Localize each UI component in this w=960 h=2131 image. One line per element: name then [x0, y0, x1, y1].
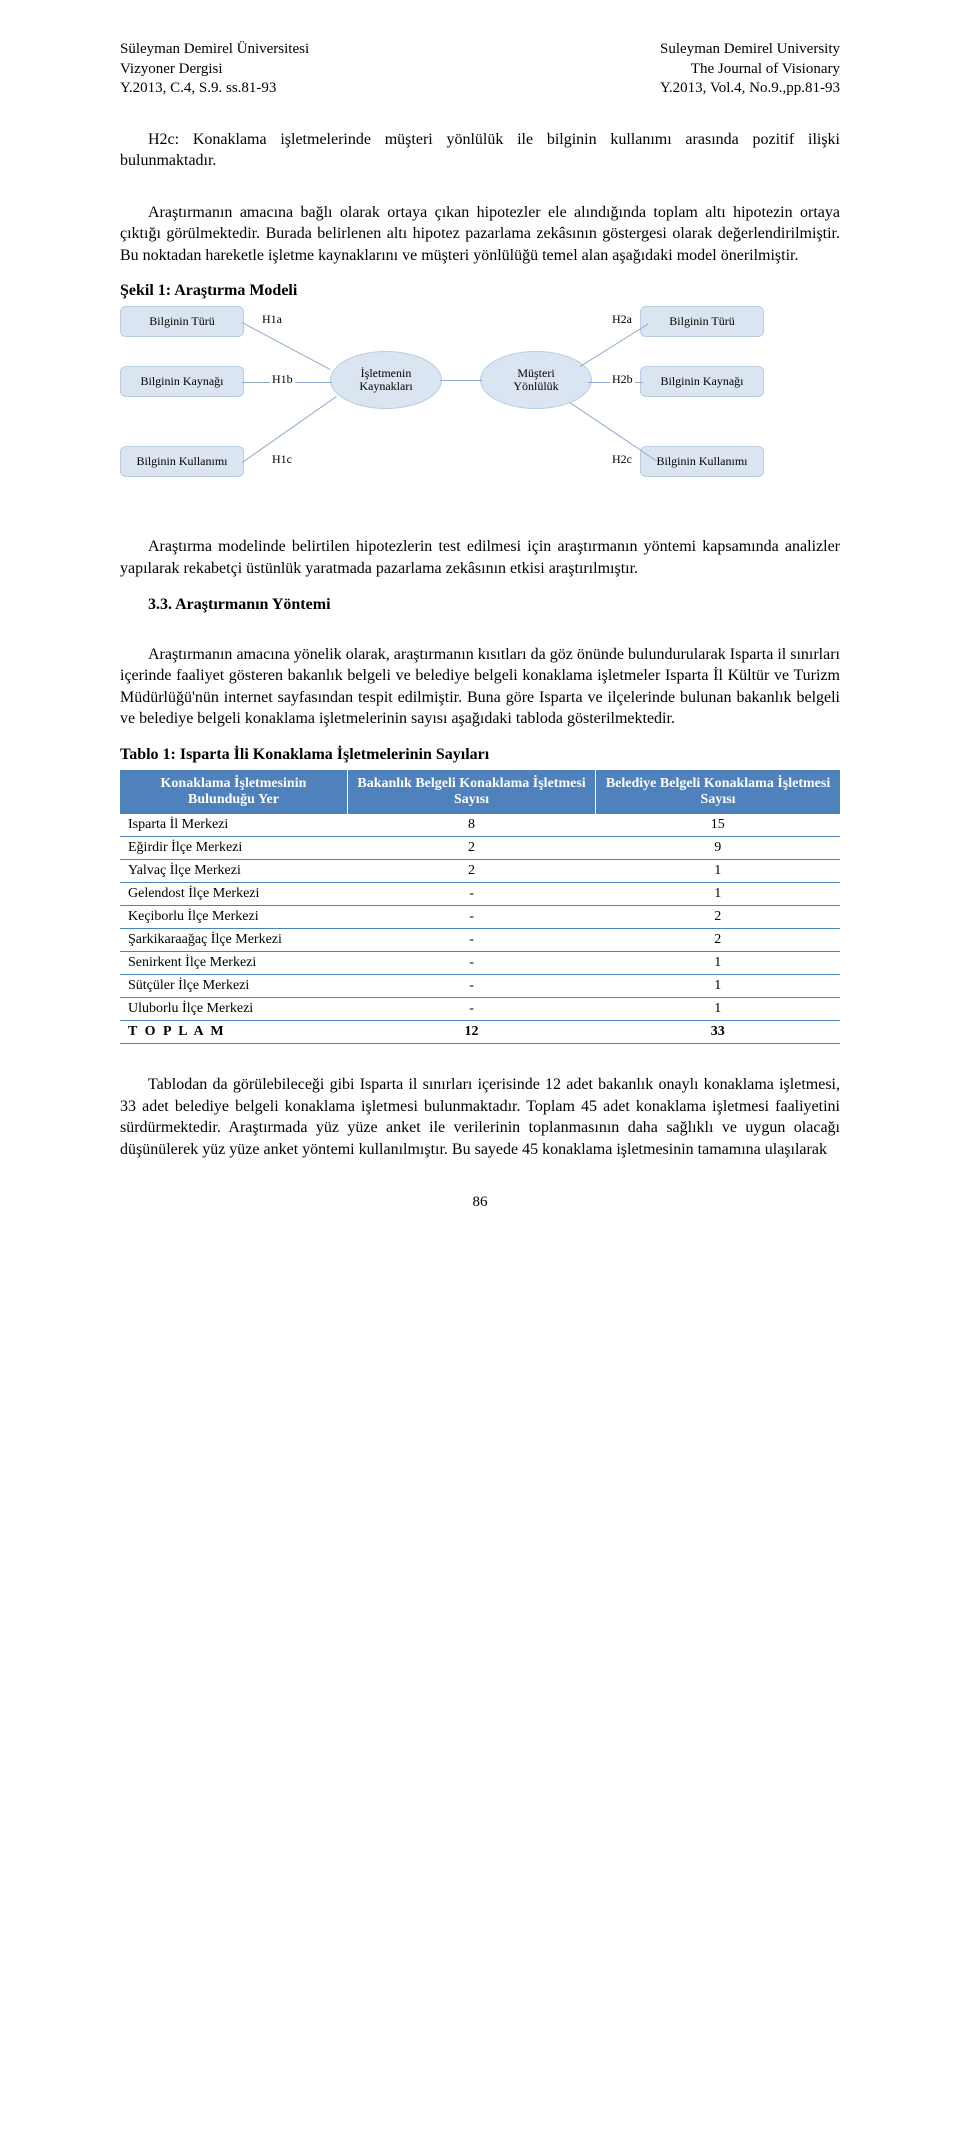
node-bilginin-turu-right: Bilginin Türü [640, 306, 764, 337]
table-row: Gelendost İlçe Merkezi-1 [120, 883, 840, 906]
cell-bakanlik: - [347, 906, 595, 929]
node-musteri-yonluluk: MüşteriYönlülük [480, 351, 592, 409]
header-left-line1: Süleyman Demirel Üniversitesi [120, 40, 466, 60]
cell-total-belediye: 33 [596, 1021, 840, 1044]
table-row: Şarkikaraağaç İlçe Merkezi-2 [120, 929, 840, 952]
table-title: Tablo 1: Isparta İli Konaklama İşletmele… [120, 746, 840, 764]
node-bilginin-kaynagi-right: Bilginin Kaynağı [640, 366, 764, 397]
cell-belediye: 1 [596, 883, 840, 906]
paragraph-tablodan: Tablodan da görülebileceği gibi Isparta … [120, 1074, 840, 1160]
label-h2b: H2b [610, 372, 635, 387]
paragraph-model-test: Araştırma modelinde belirtilen hipotezle… [120, 536, 840, 579]
node-bilginin-kaynagi-left: Bilginin Kaynağı [120, 366, 244, 397]
cell-location: Uluborlu İlçe Merkezi [120, 998, 347, 1021]
cell-location: Şarkikaraağaç İlçe Merkezi [120, 929, 347, 952]
cell-bakanlik: - [347, 998, 595, 1021]
label-h2c: H2c [610, 452, 634, 467]
header-left: Süleyman Demirel Üniversitesi Vizyoner D… [120, 40, 466, 99]
node-bilginin-kullanimi-right: Bilginin Kullanımı [640, 446, 764, 477]
edge-center [440, 380, 482, 381]
node-bilginin-kullanimi-left: Bilginin Kullanımı [120, 446, 244, 477]
figure-title: Şekil 1: Araştırma Modeli [120, 282, 840, 300]
cell-total-label: T O P L A M [120, 1021, 347, 1044]
cell-bakanlik: - [347, 952, 595, 975]
cell-bakanlik: 2 [347, 860, 595, 883]
edge-h2a [580, 324, 648, 367]
label-h1b: H1b [270, 372, 295, 387]
cell-location: Isparta İl Merkezi [120, 814, 347, 837]
header-right-line1: Suleyman Demirel University [494, 40, 840, 60]
table-row: Yalvaç İlçe Merkezi21 [120, 860, 840, 883]
cell-belediye: 1 [596, 975, 840, 998]
cell-belediye: 1 [596, 952, 840, 975]
cell-belediye: 1 [596, 860, 840, 883]
table-row: Sütçüler İlçe Merkezi-1 [120, 975, 840, 998]
cell-belediye: 15 [596, 814, 840, 837]
header-right-line2: The Journal of Visionary [494, 60, 840, 80]
table-row: Isparta İl Merkezi815 [120, 814, 840, 837]
table-row: Keçiborlu İlçe Merkezi-2 [120, 906, 840, 929]
ellipse-label: MüşteriYönlülük [513, 367, 558, 393]
header-right-line3: Y.2013, Vol.4, No.9.,pp.81-93 [494, 79, 840, 99]
header-right: Suleyman Demirel University The Journal … [494, 40, 840, 99]
page-number: 86 [120, 1194, 840, 1211]
node-bilginin-turu-left: Bilginin Türü [120, 306, 244, 337]
cell-bakanlik: 8 [347, 814, 595, 837]
header-left-line3: Y.2013, C.4, S.9. ss.81-93 [120, 79, 466, 99]
table-row: Uluborlu İlçe Merkezi-1 [120, 998, 840, 1021]
cell-location: Keçiborlu İlçe Merkezi [120, 906, 347, 929]
table-row: Senirkent İlçe Merkezi-1 [120, 952, 840, 975]
cell-bakanlik: - [347, 929, 595, 952]
cell-location: Yalvaç İlçe Merkezi [120, 860, 347, 883]
cell-total-bakanlik: 12 [347, 1021, 595, 1044]
subsection-title: 3.3. Araştırmanın Yöntemi [148, 596, 840, 614]
cell-belediye: 9 [596, 837, 840, 860]
col-belediye: Belediye Belgeli Konaklama İşletmesi Say… [596, 770, 840, 814]
col-location: Konaklama İşletmesinin Bulunduğu Yer [120, 770, 347, 814]
paragraph-amac: Araştırmanın amacına bağlı olarak ortaya… [120, 202, 840, 267]
cell-location: Senirkent İlçe Merkezi [120, 952, 347, 975]
cell-bakanlik: - [347, 975, 595, 998]
cell-location: Gelendost İlçe Merkezi [120, 883, 347, 906]
cell-location: Eğirdir İlçe Merkezi [120, 837, 347, 860]
edge-h1a [242, 322, 331, 370]
cell-belediye: 2 [596, 929, 840, 952]
cell-belediye: 1 [596, 998, 840, 1021]
paragraph-yontem: Araştırmanın amacına yönelik olarak, ara… [120, 644, 840, 730]
paragraph-h2c: H2c: Konaklama işletmelerinde müşteri yö… [120, 129, 840, 172]
running-header: Süleyman Demirel Üniversitesi Vizyoner D… [120, 40, 840, 99]
node-isletme-kaynaklari: İşletmeninKaynakları [330, 351, 442, 409]
header-left-line2: Vizyoner Dergisi [120, 60, 466, 80]
research-model-diagram: Bilginin Türü Bilginin Kaynağı Bilginin … [120, 306, 760, 506]
col-bakanlik: Bakanlık Belgeli Konaklama İşletmesi Say… [347, 770, 595, 814]
table-header-row: Konaklama İşletmesinin Bulunduğu Yer Bak… [120, 770, 840, 814]
cell-bakanlik: - [347, 883, 595, 906]
cell-location: Sütçüler İlçe Merkezi [120, 975, 347, 998]
ellipse-label: İşletmeninKaynakları [359, 367, 412, 393]
label-h1a: H1a [260, 312, 284, 327]
table-total-row: T O P L A M1233 [120, 1021, 840, 1044]
label-h1c: H1c [270, 452, 294, 467]
table-row: Eğirdir İlçe Merkezi29 [120, 837, 840, 860]
cell-belediye: 2 [596, 906, 840, 929]
label-h2a: H2a [610, 312, 634, 327]
cell-bakanlik: 2 [347, 837, 595, 860]
page: Süleyman Demirel Üniversitesi Vizyoner D… [60, 0, 900, 1251]
table-konaklama: Konaklama İşletmesinin Bulunduğu Yer Bak… [120, 770, 840, 1044]
